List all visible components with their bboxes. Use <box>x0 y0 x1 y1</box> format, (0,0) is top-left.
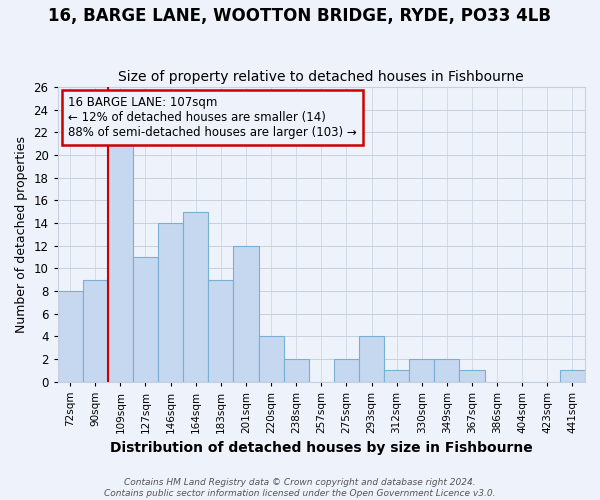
Bar <box>560 370 585 382</box>
Bar <box>334 359 359 382</box>
Bar <box>58 291 83 382</box>
Bar <box>259 336 284 382</box>
Bar <box>233 246 259 382</box>
Bar <box>384 370 409 382</box>
Bar <box>133 257 158 382</box>
X-axis label: Distribution of detached houses by size in Fishbourne: Distribution of detached houses by size … <box>110 441 533 455</box>
Bar <box>434 359 460 382</box>
Bar <box>409 359 434 382</box>
Bar <box>359 336 384 382</box>
Title: Size of property relative to detached houses in Fishbourne: Size of property relative to detached ho… <box>118 70 524 85</box>
Bar <box>183 212 208 382</box>
Bar <box>208 280 233 382</box>
Bar <box>108 144 133 382</box>
Text: Contains HM Land Registry data © Crown copyright and database right 2024.
Contai: Contains HM Land Registry data © Crown c… <box>104 478 496 498</box>
Bar <box>158 223 183 382</box>
Bar <box>284 359 309 382</box>
Bar <box>83 280 108 382</box>
Bar <box>460 370 485 382</box>
Text: 16, BARGE LANE, WOOTTON BRIDGE, RYDE, PO33 4LB: 16, BARGE LANE, WOOTTON BRIDGE, RYDE, PO… <box>49 8 551 26</box>
Y-axis label: Number of detached properties: Number of detached properties <box>15 136 28 333</box>
Text: 16 BARGE LANE: 107sqm
← 12% of detached houses are smaller (14)
88% of semi-deta: 16 BARGE LANE: 107sqm ← 12% of detached … <box>68 96 357 139</box>
